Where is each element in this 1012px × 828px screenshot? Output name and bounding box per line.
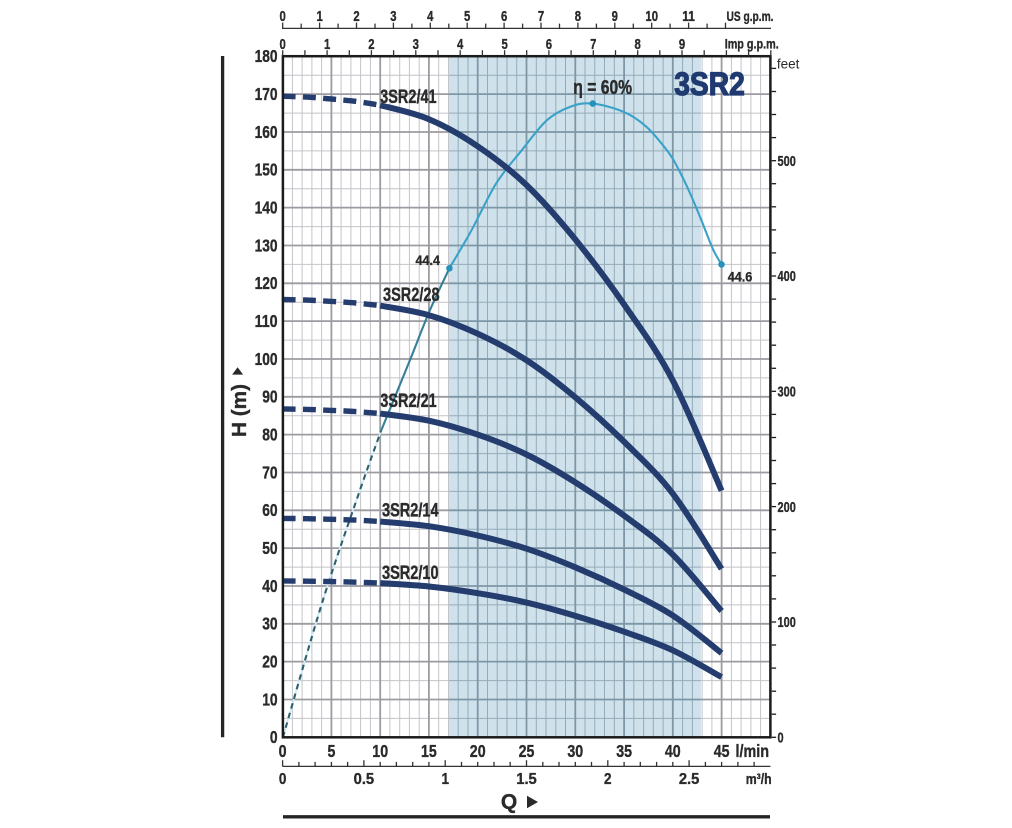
svg-text:Imp g.p.m.: Imp g.p.m. [725,36,779,51]
svg-text:30: 30 [567,741,583,761]
svg-text:1: 1 [316,9,322,25]
svg-text:Q: Q [501,790,517,813]
svg-text:25: 25 [519,741,535,761]
svg-text:50: 50 [262,538,278,558]
svg-text:3: 3 [390,9,396,25]
svg-text:0: 0 [270,727,278,747]
svg-text:30: 30 [262,614,278,634]
svg-text:0: 0 [279,771,287,788]
svg-text:8: 8 [635,37,641,53]
svg-text:3SR2/21: 3SR2/21 [380,391,437,412]
svg-text:3SR2/10: 3SR2/10 [382,563,439,584]
svg-text:160: 160 [255,122,278,142]
svg-text:7: 7 [538,9,544,25]
svg-text:60: 60 [262,500,278,520]
svg-text:0.5: 0.5 [354,771,375,788]
svg-text:9: 9 [612,9,618,25]
svg-text:40: 40 [262,576,278,596]
svg-text:2: 2 [353,9,359,25]
svg-text:4: 4 [427,9,433,25]
svg-text:300: 300 [778,385,796,401]
svg-text:500: 500 [778,154,796,170]
svg-text:100: 100 [255,349,278,369]
svg-text:2: 2 [604,771,612,788]
svg-text:10: 10 [645,9,658,25]
svg-text:45: 45 [714,741,730,761]
svg-text:20: 20 [262,651,278,671]
svg-text:8: 8 [575,9,581,25]
svg-text:100: 100 [778,615,796,631]
svg-text:15: 15 [421,741,437,761]
svg-text:6: 6 [501,9,507,25]
svg-text:3SR2/14: 3SR2/14 [382,501,439,522]
svg-text:H (m): H (m) [228,384,251,437]
svg-text:0: 0 [778,731,784,747]
svg-text:3SR2/41: 3SR2/41 [380,87,437,108]
svg-text:90: 90 [262,387,278,407]
svg-text:US g.p.m.: US g.p.m. [727,9,774,24]
svg-text:170: 170 [255,84,278,104]
svg-text:3: 3 [413,37,419,53]
svg-text:1: 1 [441,771,449,788]
svg-text:11: 11 [682,9,695,25]
svg-text:η = 60%: η = 60% [573,77,632,99]
svg-text:40: 40 [665,741,681,761]
svg-text:400: 400 [778,269,796,285]
svg-text:120: 120 [255,273,278,293]
svg-text:200: 200 [778,500,796,516]
svg-text:0: 0 [280,37,286,53]
svg-text:44.6: 44.6 [728,269,753,284]
svg-text:2.5: 2.5 [679,771,700,788]
svg-text:140: 140 [255,197,278,217]
svg-text:7: 7 [590,37,596,53]
svg-text:20: 20 [470,741,486,761]
svg-text:150: 150 [255,160,278,180]
svg-text:9: 9 [679,37,685,53]
svg-text:0: 0 [280,9,286,25]
svg-text:5: 5 [501,37,507,53]
svg-text:10: 10 [262,689,278,709]
svg-text:0: 0 [279,741,287,761]
svg-text:6: 6 [546,37,552,53]
svg-text:m³/h: m³/h [746,771,772,788]
svg-text:feet: feet [777,56,800,71]
svg-text:l/min: l/min [736,741,770,761]
svg-text:130: 130 [255,235,278,255]
svg-text:10: 10 [372,741,388,761]
svg-text:70: 70 [262,462,278,482]
svg-text:80: 80 [262,424,278,444]
svg-text:110: 110 [255,311,278,331]
svg-text:35: 35 [616,741,632,761]
svg-text:44.4: 44.4 [416,253,441,268]
svg-text:2: 2 [368,37,374,53]
svg-text:3SR2: 3SR2 [674,66,745,102]
svg-text:4: 4 [457,37,463,53]
svg-text:1: 1 [324,37,330,53]
svg-text:180: 180 [255,46,278,66]
svg-text:1.5: 1.5 [516,771,537,788]
svg-text:3SR2/28: 3SR2/28 [383,285,440,306]
svg-text:5: 5 [327,741,335,761]
svg-text:5: 5 [464,9,470,25]
